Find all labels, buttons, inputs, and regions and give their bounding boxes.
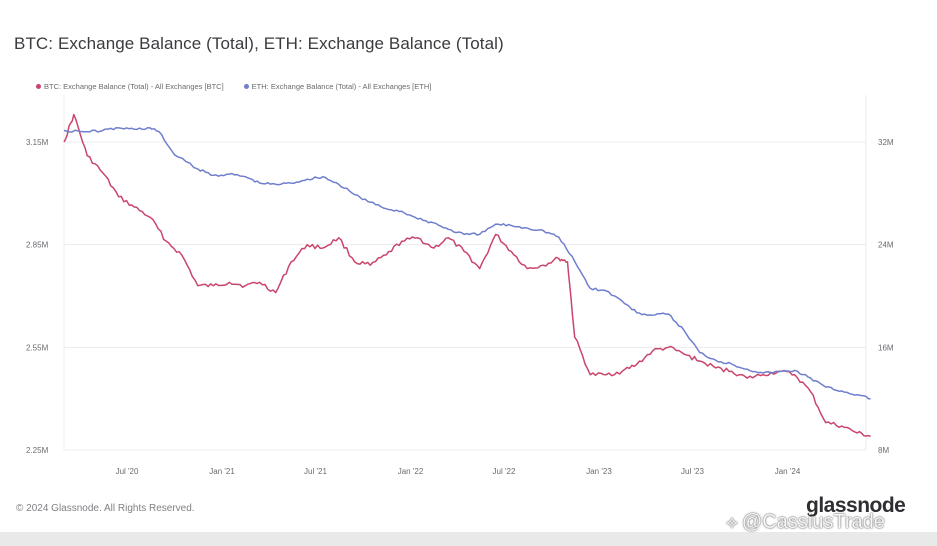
y-left-tick-label: 2.85M (26, 241, 49, 250)
chart-card: BTC: Exchange Balance (Total), ETH: Exch… (0, 0, 937, 532)
y-right-tick-label: 32M (878, 138, 894, 147)
chart-title: BTC: Exchange Balance (Total), ETH: Exch… (14, 34, 504, 53)
y-right-tick-label: 24M (878, 241, 894, 250)
legend-label-eth: ETH: Exchange Balance (Total) - All Exch… (251, 82, 432, 91)
y-left-tick-label: 3.15M (26, 138, 49, 147)
legend-item-eth[interactable]: ETH: Exchange Balance (Total) - All Exch… (243, 82, 432, 91)
eth-series-line (63, 126, 871, 400)
x-tick-label: Jul '23 (681, 467, 704, 476)
glassnode-logo: glassnode (806, 494, 906, 517)
x-tick-label: Jan '22 (398, 467, 424, 476)
btc-series-line (63, 113, 871, 438)
chart-plot: 2.25M 2.55M 2.85M 3.15M 8M 16M 24M 32M Jul '20 Ja… (26, 95, 894, 476)
x-tick-label: Jan '24 (775, 467, 801, 476)
y-left-tick-label: 2.55M (26, 343, 49, 352)
legend-item-btc[interactable]: BTC: Exchange Balance (Total) - All Exch… (36, 82, 224, 91)
y-right-tick-label: 16M (878, 343, 894, 352)
legend-label-btc: BTC: Exchange Balance (Total) - All Exch… (44, 82, 224, 91)
legend-dot-btc (36, 84, 41, 89)
y-right-tick-label: 8M (878, 446, 889, 455)
x-tick-label: Jul '22 (493, 467, 516, 476)
x-tick-label: Jan '23 (586, 467, 612, 476)
watermark-handle: @CassiusTrade (741, 511, 885, 533)
diamond-logo-icon: ⟡ (726, 512, 738, 532)
x-tick-label: Jul '21 (304, 467, 327, 476)
copyright: © 2024 Glassnode. All Rights Reserved. (16, 503, 195, 514)
watermark: ⟡ @CassiusTrade (726, 511, 885, 534)
legend-dot-eth (243, 84, 249, 89)
y-left-tick-label: 2.25M (26, 446, 49, 455)
x-tick-label: Jul '20 (116, 467, 139, 476)
legend: BTC: Exchange Balance (Total) - All Exch… (36, 82, 431, 91)
x-tick-label: Jan '21 (209, 467, 235, 476)
